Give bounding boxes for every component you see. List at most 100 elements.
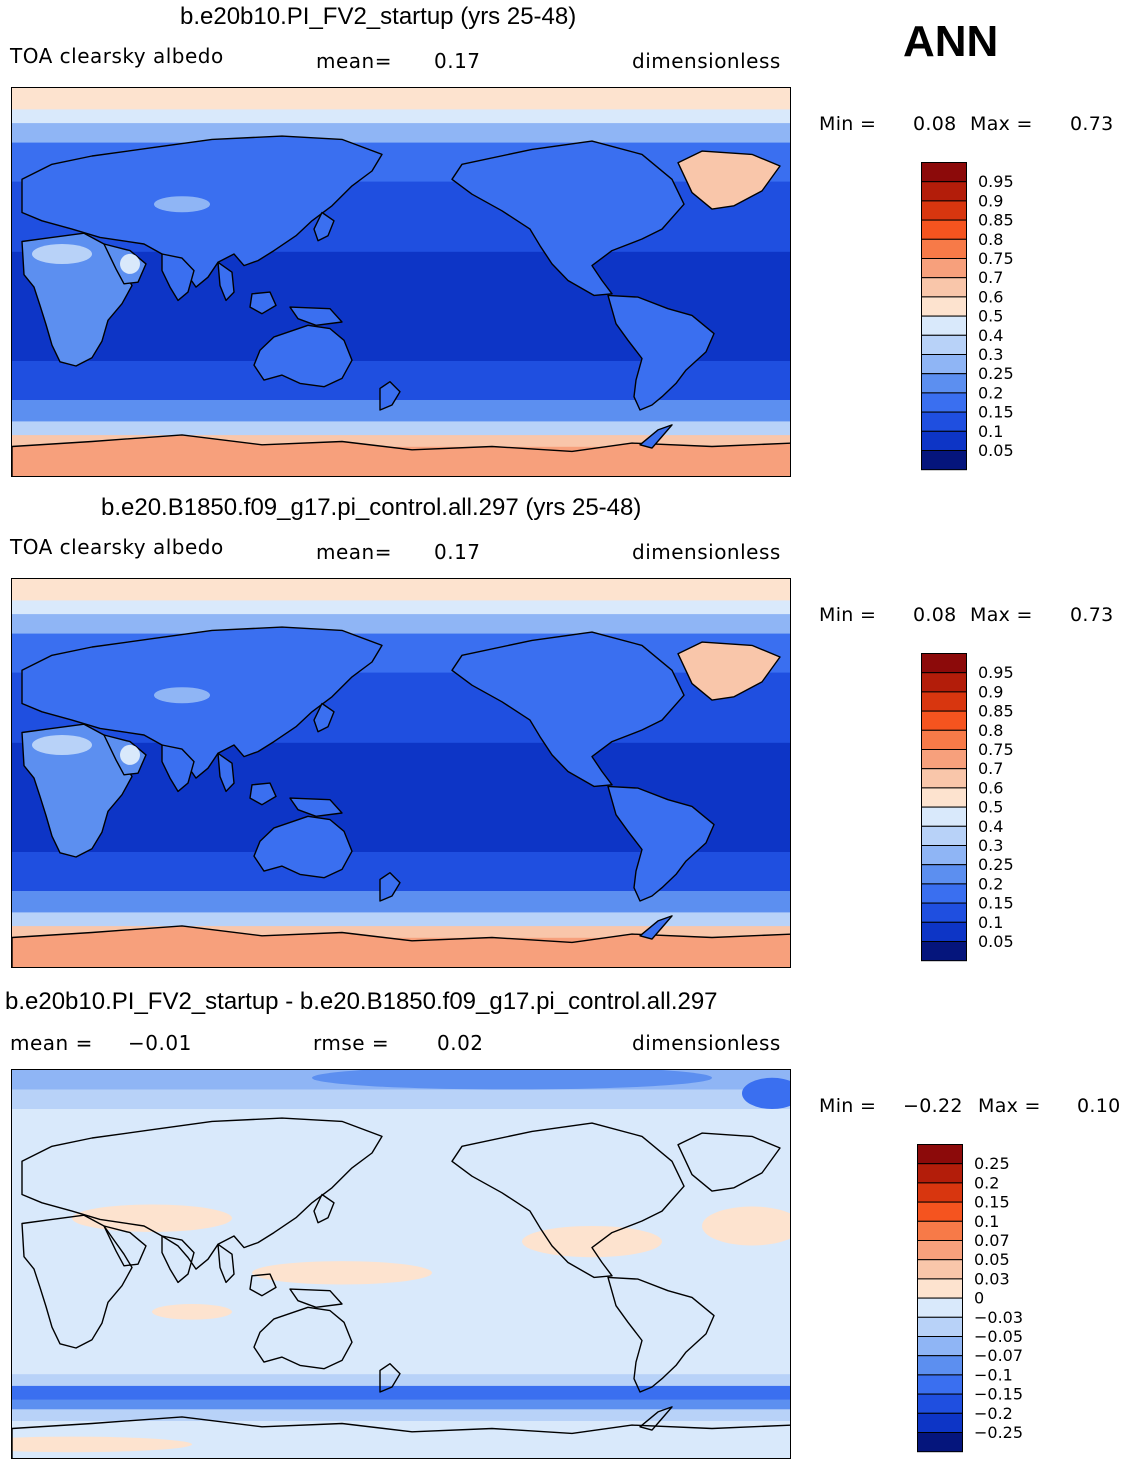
colorbar-swatch (917, 1278, 963, 1299)
map-panel-1 (11, 87, 791, 477)
coastline-south-america (607, 294, 715, 411)
coastline-north-america (451, 631, 685, 788)
coastline-eurasia (21, 1117, 383, 1270)
band-arctic-diff-edge (12, 1089, 790, 1110)
colorbar-tick-label: 0 (974, 1289, 984, 1308)
panel-title: b.e20b10.PI_FV2_startup - b.e20.B1850.f0… (5, 988, 718, 1015)
coastline-greenland (677, 641, 781, 701)
colorbar-tick-label: 0.4 (978, 326, 1003, 345)
panel-title: b.e20.B1850.f09_g17.pi_control.all.297 (… (101, 494, 642, 521)
band-southern-diff-2 (12, 1385, 790, 1400)
colorbar-swatch (921, 806, 967, 827)
colorbar-tick-label: 0.6 (978, 287, 1003, 306)
coastline-north-america (451, 1122, 685, 1279)
colorbar-swatch (917, 1201, 963, 1222)
colorbar-tick-label: 0.05 (978, 932, 1014, 951)
coastline-antarctic-peninsula (639, 1406, 673, 1431)
colorbar-tick-label: 0.05 (974, 1250, 1010, 1269)
colorbar-swatch (921, 825, 967, 847)
band-southern-ocean (12, 891, 790, 913)
mean-label: mean = (10, 1031, 93, 1055)
colorbar-swatch (921, 200, 967, 221)
map-panel-3 (11, 1069, 791, 1459)
colorbar-tick-label: 0.4 (978, 817, 1003, 836)
band-arctic-edge (12, 109, 790, 124)
colorbar-tick-label: 0.5 (978, 798, 1003, 817)
colorbar-tick-label: 0.1 (978, 913, 1003, 932)
variable-label: TOA clearsky albedo (10, 44, 224, 68)
gobi-patch (154, 687, 210, 704)
colorbar-3: 0.25 0.2 0.15 0.1 0.07 0.05 0.03 0 −0.03 −0.05 −0.… (917, 1144, 1047, 1454)
colorbar-swatch (921, 334, 967, 356)
warm-anomaly (152, 1304, 232, 1320)
coastline-india (161, 253, 195, 302)
colorbar-swatch (917, 1259, 963, 1280)
colorbar-swatch (921, 941, 967, 962)
units-label: dimensionless (632, 540, 781, 564)
colorbar-swatch (917, 1182, 963, 1203)
colorbar-tick-label: 0.15 (974, 1193, 1010, 1212)
coastline-new-zealand (379, 381, 401, 411)
coastline-new-zealand (379, 872, 401, 902)
band-southern-diff-3 (12, 1399, 790, 1410)
coastline-new-guinea (289, 797, 343, 817)
colorbar-tick-label: −0.25 (974, 1423, 1023, 1442)
band-arctic (12, 579, 790, 601)
colorbar-swatch (921, 450, 967, 471)
rmse-value: 0.02 (437, 1031, 484, 1055)
colorbar-tick-label: −0.07 (974, 1346, 1023, 1365)
coastline-new-guinea (289, 306, 343, 326)
colorbar-swatch (921, 238, 967, 260)
colorbar-swatch (921, 653, 967, 674)
colorbar-swatch (917, 1374, 963, 1395)
colorbar-tick-label: 0.05 (978, 441, 1014, 460)
mean-label: mean= (316, 49, 392, 73)
coastline-se-asia (217, 1243, 235, 1284)
colorbar-svg: 0.250.20.150.10.070.050.030−0.03−0.05−0.… (917, 1144, 1023, 1453)
coastline-borneo (249, 291, 277, 315)
colorbar-swatch (921, 258, 967, 279)
colorbar-tick-label: 0.75 (978, 740, 1014, 759)
colorbar-swatch (921, 921, 967, 942)
coastline-new-guinea (289, 1288, 343, 1308)
colorbar-swatch (921, 181, 967, 202)
band-sea-ice-edge (12, 912, 790, 927)
colorbar-swatch (917, 1163, 963, 1184)
max-label: Max = (970, 604, 1033, 626)
colorbar-swatch (917, 1355, 963, 1376)
coastline-eurasia (21, 626, 383, 779)
colorbar-tick-label: 0.2 (978, 874, 1003, 893)
gobi-patch (154, 196, 210, 213)
colorbar-tick-label: 0.8 (978, 230, 1003, 249)
band-southern-ocean (12, 400, 790, 422)
colorbar-tick-label: 0.1 (974, 1212, 999, 1231)
coastline-japan (313, 211, 335, 242)
colorbar-swatch (917, 1220, 963, 1242)
colorbar-tick-label: 0.25 (978, 364, 1014, 383)
colorbar-swatch (921, 691, 967, 712)
sahara-patch (32, 735, 92, 755)
colorbar-swatch (921, 162, 967, 183)
colorbar-swatch (921, 710, 967, 731)
colorbar-tick-label: 0.6 (978, 778, 1003, 797)
max-label: Max = (978, 1095, 1041, 1117)
coastline-arabia (103, 1225, 147, 1267)
colorbar-swatch (917, 1297, 963, 1318)
band-southern-diff-1 (12, 1374, 790, 1387)
max-value: 0.10 (1077, 1095, 1121, 1117)
colorbar-tick-label: 0.2 (974, 1173, 999, 1192)
rmse-label: rmse = (313, 1031, 390, 1055)
map-svg (12, 88, 790, 476)
coastline-australia (253, 324, 353, 388)
min-label: Min = (819, 604, 877, 626)
colorbar-swatch (921, 219, 967, 240)
cool-anomaly (742, 1077, 790, 1109)
band-arctic-edge (12, 600, 790, 615)
coastline-north-america (451, 140, 685, 297)
season-label: ANN (903, 17, 999, 66)
coastline-japan (313, 1193, 335, 1224)
mean-value: −0.01 (128, 1031, 192, 1055)
coastline-greenland (677, 150, 781, 210)
colorbar-tick-label: −0.03 (974, 1308, 1023, 1327)
colorbar-tick-label: 0.7 (978, 759, 1003, 778)
